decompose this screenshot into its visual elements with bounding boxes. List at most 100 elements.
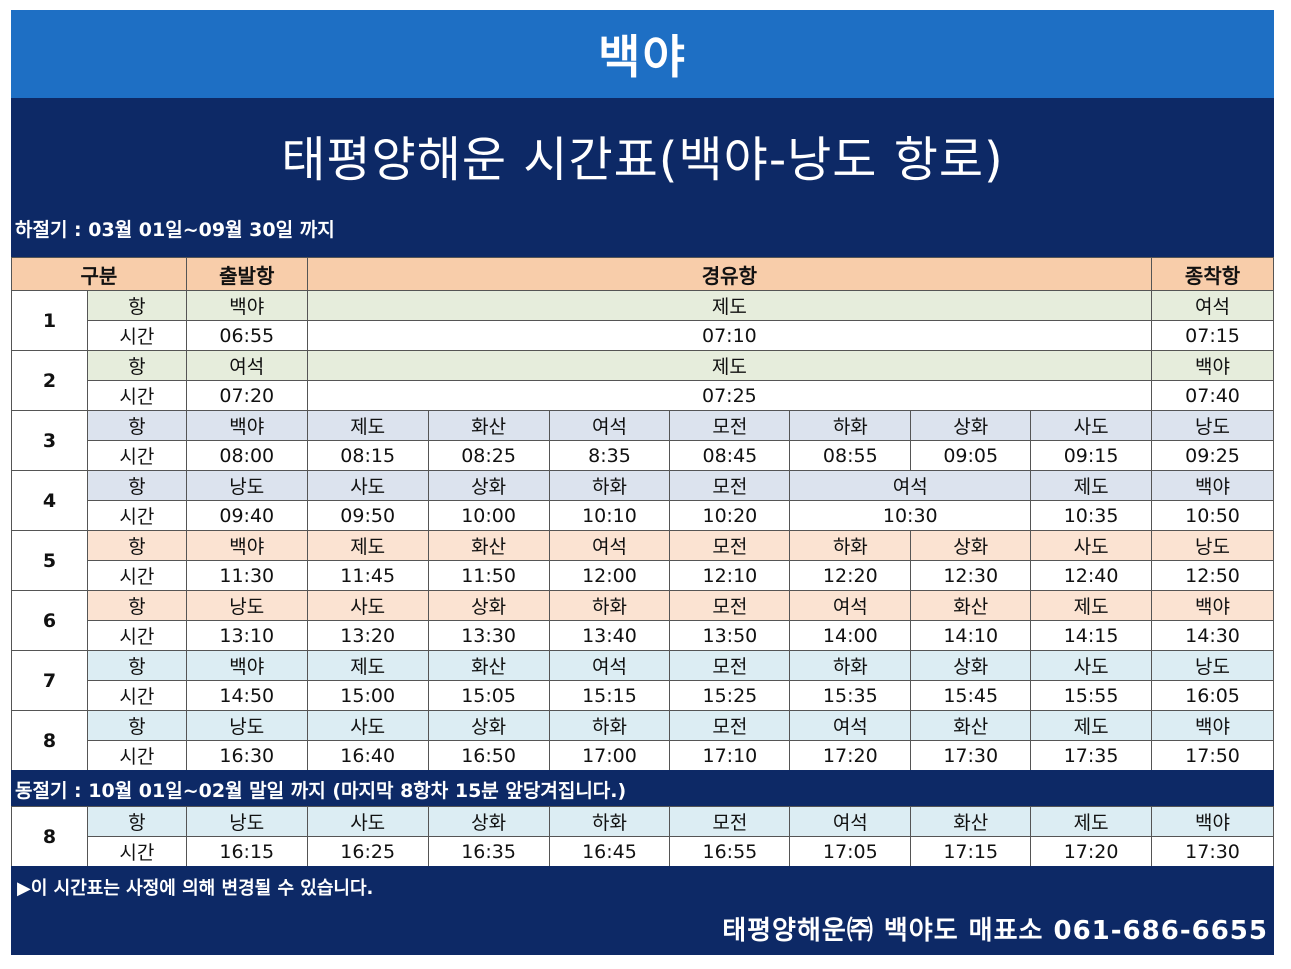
time-cell: 17:20 bbox=[1030, 836, 1153, 867]
time-cell: 16:50 bbox=[427, 740, 550, 771]
port-cell: 화산 bbox=[427, 530, 550, 561]
port-cell: 화산 bbox=[910, 806, 1032, 837]
trip-port-row: 4 항 낭도 사도 상화 하화 모전 여석 제도 백야 bbox=[11, 470, 1274, 531]
time-cell: 11:30 bbox=[185, 560, 308, 591]
trip-time-row: 시간 08:00 08:15 08:25 8:35 08:45 08:55 09:05 09:1… bbox=[12, 440, 1274, 471]
port-cell: 백야 bbox=[1151, 590, 1274, 621]
port-cell: 낭도 bbox=[185, 710, 308, 741]
time-cell: 10:35 bbox=[1030, 500, 1153, 531]
time-cell: 13:50 bbox=[669, 620, 791, 651]
time-cell: 16:25 bbox=[306, 836, 429, 867]
time-cell: 16:30 bbox=[185, 740, 308, 771]
time-cell: 15:05 bbox=[427, 680, 550, 711]
port-cell: 사도 bbox=[306, 590, 429, 621]
summer-timetable: 구분 출발항 경유항 종착항 1 항 백야 제도 여석 시간 06:55 07:10 07:15… bbox=[11, 257, 1274, 771]
time-row-label: 시간 bbox=[86, 320, 187, 351]
port-row-label: 항 bbox=[86, 410, 187, 441]
trip-number: 1 bbox=[11, 290, 88, 351]
header-row: 구분 출발항 경유항 종착항 bbox=[11, 257, 1274, 291]
footer-block bbox=[11, 866, 1274, 955]
time-row-label: 시간 bbox=[86, 836, 187, 867]
time-cell: 14:30 bbox=[1151, 620, 1274, 651]
port-cell: 하화 bbox=[789, 410, 912, 441]
port-cell: 여석 bbox=[1151, 290, 1274, 321]
port-cell: 사도 bbox=[1030, 650, 1153, 681]
time-cell: 07:40 bbox=[1151, 380, 1274, 411]
trip-port-row: 8 항 낭도 사도 상화 하화 모전 여석 화산 제도 백야 bbox=[11, 806, 1274, 867]
port-cell: 여석 bbox=[789, 806, 912, 837]
port-cell: 상화 bbox=[910, 650, 1032, 681]
port-cell: 백야 bbox=[185, 290, 308, 321]
trip-time-row: 시간 16:15 16:25 16:35 16:45 16:55 17:05 17:15 17:… bbox=[12, 836, 1274, 867]
trip-number: 8 bbox=[11, 806, 88, 867]
page-title: 태평양해운 시간표(백야-낭도 항로) bbox=[281, 132, 1004, 188]
port-cell: 제도 bbox=[306, 650, 429, 681]
trip-port-row: 7 항 백야 제도 화산 여석 모전 하화 상화 사도 낭도 bbox=[11, 650, 1274, 711]
port-cell: 화산 bbox=[427, 650, 550, 681]
trip-time-row: 시간 11:30 11:45 11:50 12:00 12:10 12:20 12:30 12:… bbox=[12, 560, 1274, 591]
time-row-label: 시간 bbox=[86, 380, 187, 411]
time-cell: 09:05 bbox=[910, 440, 1032, 471]
time-cell: 15:55 bbox=[1030, 680, 1153, 711]
time-cell: 09:15 bbox=[1030, 440, 1153, 471]
port-cell: 모전 bbox=[669, 410, 791, 441]
time-cell: 17:10 bbox=[669, 740, 791, 771]
port-cell: 제도 bbox=[1030, 590, 1153, 621]
trip-time-row: 시간 14:50 15:00 15:05 15:15 15:25 15:35 15:45 15:… bbox=[12, 680, 1274, 711]
header-division: 구분 bbox=[11, 257, 187, 291]
time-cell: 12:20 bbox=[789, 560, 912, 591]
time-cell: 8:35 bbox=[548, 440, 671, 471]
trip-time-row: 시간 07:20 07:25 07:40 bbox=[12, 380, 1274, 411]
trip-time-row: 시간 16:30 16:40 16:50 17:00 17:10 17:20 17:30 17:… bbox=[12, 740, 1274, 771]
port-cell: 낭도 bbox=[1151, 650, 1274, 681]
time-cell: 14:15 bbox=[1030, 620, 1153, 651]
time-cell: 16:35 bbox=[427, 836, 550, 867]
port-cell: 사도 bbox=[306, 710, 429, 741]
time-cell: 13:30 bbox=[427, 620, 550, 651]
time-cell: 09:25 bbox=[1151, 440, 1274, 471]
port-cell: 모전 bbox=[669, 530, 791, 561]
time-cell: 09:40 bbox=[185, 500, 308, 531]
port-cell: 여석 bbox=[548, 530, 671, 561]
port-cell: 하화 bbox=[548, 710, 671, 741]
trip-number: 2 bbox=[11, 350, 88, 411]
port-cell: 모전 bbox=[669, 710, 791, 741]
time-cell: 14:50 bbox=[185, 680, 308, 711]
time-cell: 09:50 bbox=[306, 500, 429, 531]
banner: 백야 bbox=[11, 10, 1274, 98]
time-cell: 08:55 bbox=[789, 440, 912, 471]
time-cell: 15:45 bbox=[910, 680, 1032, 711]
port-cell: 낭도 bbox=[185, 590, 308, 621]
time-cell: 17:05 bbox=[789, 836, 912, 867]
time-cell: 07:20 bbox=[185, 380, 308, 411]
time-cell: 17:30 bbox=[910, 740, 1032, 771]
port-cell: 제도 bbox=[306, 410, 429, 441]
port-row-label: 항 bbox=[86, 470, 187, 501]
trip-number: 4 bbox=[11, 470, 88, 531]
port-cell: 낭도 bbox=[1151, 530, 1274, 561]
port-cell: 하화 bbox=[548, 590, 671, 621]
time-cell: 12:30 bbox=[910, 560, 1032, 591]
port-row-label: 항 bbox=[86, 530, 187, 561]
time-cell: 16:45 bbox=[548, 836, 671, 867]
port-cell: 백야 bbox=[185, 650, 308, 681]
port-cell: 사도 bbox=[1030, 410, 1153, 441]
trip-number: 8 bbox=[11, 710, 88, 771]
time-cell: 08:00 bbox=[185, 440, 308, 471]
port-cell: 제도 bbox=[1030, 710, 1153, 741]
port-cell: 화산 bbox=[427, 410, 550, 441]
port-row-label: 항 bbox=[86, 650, 187, 681]
header-departure: 출발항 bbox=[185, 257, 308, 291]
time-cell: 13:10 bbox=[185, 620, 308, 651]
time-row-label: 시간 bbox=[86, 740, 187, 771]
time-cell: 11:50 bbox=[427, 560, 550, 591]
time-cell: 13:20 bbox=[306, 620, 429, 651]
trip-number: 7 bbox=[11, 650, 88, 711]
time-row-label: 시간 bbox=[86, 680, 187, 711]
winter-bar bbox=[11, 770, 1274, 806]
time-cell: 10:50 bbox=[1151, 500, 1274, 531]
title-block bbox=[11, 98, 1274, 257]
time-cell: 07:15 bbox=[1151, 320, 1274, 351]
time-row-label: 시간 bbox=[86, 440, 187, 471]
time-cell: 08:25 bbox=[427, 440, 550, 471]
